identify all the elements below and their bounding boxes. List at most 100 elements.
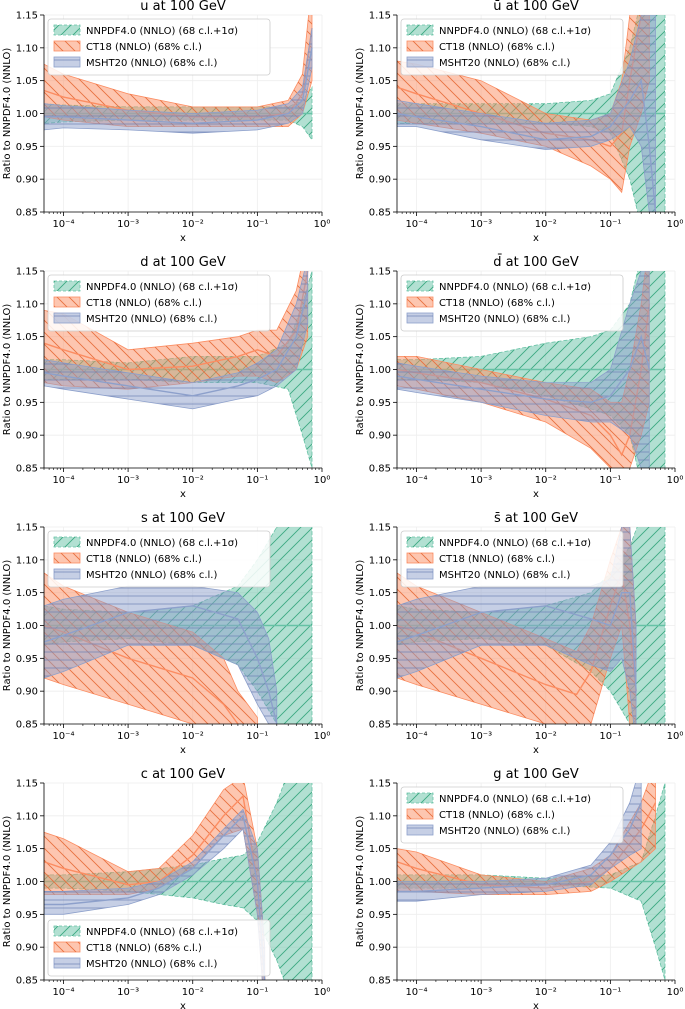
y-tick-label: 0.85	[369, 976, 391, 987]
x-tick-label: 10⁻²	[182, 475, 204, 486]
x-tick-label: 10⁰	[314, 731, 331, 742]
legend-hatch-nnpdf	[407, 537, 433, 547]
x-tick-label: 10⁻²	[182, 731, 204, 742]
y-tick-label: 1.05	[369, 76, 391, 87]
x-tick-label: 10⁰	[314, 987, 331, 998]
plot-area	[397, 527, 666, 724]
legend: NNPDF4.0 (NNLO) (68 c.l.+1σ) CT18 (NNLO) …	[400, 18, 624, 76]
x-axis-label: x	[533, 1001, 539, 1009]
y-tick-label: 1.05	[369, 332, 391, 343]
hatch-msht	[397, 271, 650, 468]
legend: NNPDF4.0 (NNLO) (68 c.l.+1σ) CT18 (NNLO) …	[400, 530, 624, 588]
panel-title: s at 100 GeV	[141, 511, 225, 526]
y-tick-label: 0.90	[16, 175, 38, 186]
x-tick-label: 10⁰	[667, 219, 684, 230]
x-tick-label: 10⁻³	[470, 475, 492, 486]
y-tick-label: 1.00	[369, 877, 391, 888]
plot-area	[397, 783, 666, 980]
y-tick-label: 0.90	[369, 943, 391, 954]
y-tick-label: 0.85	[369, 464, 391, 475]
panel-title: d̄ at 100 GeV	[493, 255, 579, 270]
legend-hatch-nnpdf	[54, 281, 80, 291]
y-tick-label: 0.95	[16, 142, 38, 153]
x-tick-label: 10⁻³	[470, 731, 492, 742]
y-tick-label: 1.00	[16, 621, 38, 632]
legend-hatch-msht	[407, 313, 433, 323]
legend-label-nnpdf: NNPDF4.0 (NNLO) (68 c.l.+1σ)	[439, 794, 591, 805]
legend-hatch-msht	[407, 569, 433, 579]
y-tick-label: 1.05	[16, 332, 38, 343]
x-tick-label: 10⁻¹	[246, 219, 268, 230]
y-tick-label: 1.10	[16, 555, 38, 566]
legend-hatch-nnpdf	[54, 537, 80, 547]
y-tick-label: 0.90	[369, 687, 391, 698]
y-tick-label: 0.95	[16, 654, 38, 665]
hatch-msht	[397, 15, 656, 212]
legend-label-msht: MSHT20 (NNLO) (68% c.l.)	[439, 58, 570, 69]
x-tick-label: 10⁰	[314, 219, 331, 230]
legend-hatch-msht	[407, 825, 433, 835]
hatch-msht	[44, 28, 312, 134]
y-tick-label: 1.15	[369, 523, 391, 534]
plot-area	[44, 527, 313, 724]
legend-label-nnpdf: NNPDF4.0 (NNLO) (68 c.l.+1σ)	[86, 282, 238, 293]
y-tick-label: 0.90	[16, 431, 38, 442]
y-tick-label: 1.10	[369, 555, 391, 566]
y-tick-label: 1.00	[16, 365, 38, 376]
panel-3: 0.85 0.90 0.95 1.00 1.05 1.10 1.15 10⁻⁴ 10⁻³ 10⁻²…	[2, 255, 330, 500]
y-tick-label: 1.10	[16, 299, 38, 310]
y-tick-label: 1.10	[369, 299, 391, 310]
x-axis-label: x	[180, 745, 186, 756]
legend-box	[47, 919, 271, 977]
panel-title: ū at 100 GeV	[493, 0, 579, 14]
y-tick-label: 1.05	[16, 588, 38, 599]
x-tick-label: 10⁻³	[470, 987, 492, 998]
center-line-msht	[397, 78, 657, 212]
y-tick-label: 0.85	[369, 208, 391, 219]
x-tick-label: 10⁻²	[182, 987, 204, 998]
y-tick-label: 0.95	[16, 910, 38, 921]
y-axis-label: Ratio to NNPDF4.0 (NNLO)	[2, 304, 13, 436]
x-tick-label: 10⁻³	[117, 475, 139, 486]
panel-title: s̄ at 100 GeV	[494, 511, 578, 526]
legend-box	[47, 274, 271, 332]
panel-7: 0.85 0.90 0.95 1.00 1.05 1.10 1.15 10⁻⁴ 10⁻³ 10⁻²…	[2, 767, 331, 1009]
legend-label-msht: MSHT20 (NNLO) (68% c.l.)	[439, 314, 570, 325]
x-tick-label: 10⁻²	[535, 987, 557, 998]
x-tick-label: 10⁻²	[535, 219, 557, 230]
x-tick-label: 10⁻⁴	[405, 987, 427, 998]
legend-label-ct18: CT18 (NNLO) (68% c.l.)	[86, 42, 202, 53]
center-line-msht	[44, 47, 313, 125]
y-tick-label: 1.10	[16, 811, 38, 822]
legend-box	[400, 274, 624, 332]
plot-area	[44, 15, 313, 142]
legend-label-ct18: CT18 (NNLO) (68% c.l.)	[86, 298, 202, 309]
legend-label-nnpdf: NNPDF4.0 (NNLO) (68 c.l.+1σ)	[439, 282, 591, 293]
legend: NNPDF4.0 (NNLO) (68 c.l.+1σ) CT18 (NNLO) …	[400, 274, 624, 332]
x-tick-label: 10⁻³	[117, 987, 139, 998]
legend: NNPDF4.0 (NNLO) (68 c.l.+1σ) CT18 (NNLO) …	[47, 18, 271, 76]
legend-label-nnpdf: NNPDF4.0 (NNLO) (68 c.l.+1σ)	[86, 538, 238, 549]
y-axis-label: Ratio to NNPDF4.0 (NNLO)	[355, 816, 366, 948]
legend-label-ct18: CT18 (NNLO) (68% c.l.)	[86, 943, 202, 954]
legend-label-ct18: CT18 (NNLO) (68% c.l.)	[439, 554, 555, 565]
legend-hatch-msht	[407, 57, 433, 67]
legend-hatch-msht	[54, 958, 80, 968]
legend-hatch-nnpdf	[407, 793, 433, 803]
legend-label-nnpdf: NNPDF4.0 (NNLO) (68 c.l.+1σ)	[439, 538, 591, 549]
y-tick-label: 0.90	[369, 175, 391, 186]
legend-hatch-nnpdf	[54, 25, 80, 35]
legend-hatch-nnpdf	[407, 281, 433, 291]
y-tick-label: 1.00	[16, 109, 38, 120]
x-tick-label: 10⁻¹	[599, 731, 621, 742]
panel-2: 0.85 0.90 0.95 1.00 1.05 1.10 1.15 10⁻⁴ 10⁻³ 10⁻²…	[355, 0, 684, 244]
panel-title: c at 100 GeV	[141, 767, 225, 782]
hatch-msht	[44, 586, 277, 724]
legend-hatch-msht	[54, 57, 80, 67]
hatch-ct18	[44, 271, 308, 390]
legend-hatch-ct18	[54, 942, 80, 952]
x-tick-label: 10⁰	[667, 987, 684, 998]
y-tick-label: 0.85	[16, 976, 38, 987]
y-tick-label: 1.15	[16, 523, 38, 534]
